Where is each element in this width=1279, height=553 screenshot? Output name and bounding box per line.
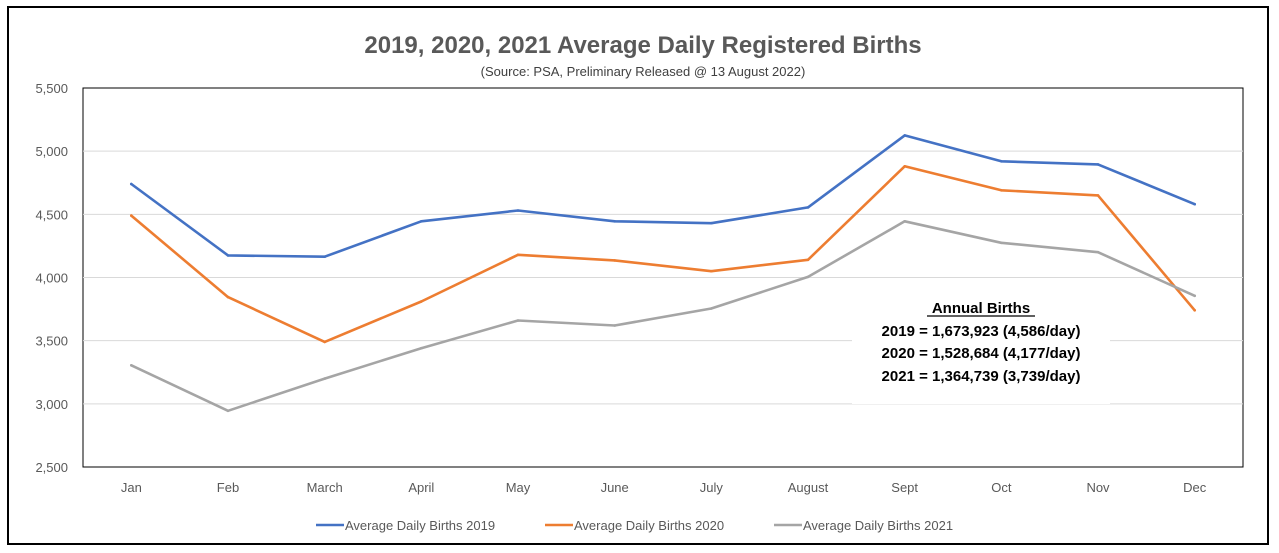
x-tick-label: August [788,480,829,495]
legend-label: Average Daily Births 2021 [803,518,953,533]
y-tick-label: 4,500 [35,207,68,222]
data-point [516,209,520,212]
data-point [1193,294,1196,298]
x-tick-label: Feb [217,480,239,495]
y-tick-label: 5,000 [35,144,68,159]
chart-subtitle: (Source: PSA, Preliminary Released @ 13 … [481,64,806,79]
data-point [1193,309,1196,312]
y-axis-tick-labels: 2,500 3,000 3,500 4,000 4,500 5,000 5,500 [35,81,68,475]
annotation-line-2021: 2021 = 1,364,739 (3,739/day) [882,368,1081,385]
data-point [1096,163,1100,166]
series-lines [130,134,1196,413]
x-tick-label: Oct [991,480,1012,495]
data-point [806,275,810,279]
data-point [903,220,906,223]
legend-label: Average Daily Births 2020 [574,518,724,533]
data-point [323,377,327,380]
data-point [903,134,906,137]
annotation-line-2019: 2019 = 1,673,923 (4,586/day) [882,323,1081,340]
data-point [130,214,133,217]
data-point [806,258,810,262]
annual-births-annotation: Annual Births 2019 = 1,673,923 (4,586/da… [852,292,1110,404]
data-point [226,409,230,413]
annotation-heading: Annual Births [932,300,1030,317]
x-tick-label: Nov [1086,480,1110,495]
data-point [516,253,520,257]
y-tick-label: 3,500 [35,334,68,349]
chart-title: 2019, 2020, 2021 Average Daily Registere… [364,32,921,59]
data-point [323,340,327,344]
x-tick-label: April [408,480,434,495]
x-tick-label: Sept [891,480,918,495]
data-point [613,324,616,327]
chart-frame [7,6,1269,545]
data-point [613,259,616,262]
data-point [226,295,230,299]
data-point [903,165,906,168]
annotation-background [852,292,1110,404]
y-tick-label: 3,000 [35,397,68,412]
y-tick-label: 2,500 [35,460,68,475]
data-point [710,307,713,310]
y-tick-label: 4,000 [35,271,68,286]
data-point [226,254,230,257]
series-line-3 [130,220,1196,413]
series-line-1 [130,134,1196,259]
data-point [710,221,713,225]
x-tick-label: June [601,480,629,495]
data-point [1096,250,1100,254]
data-point [613,220,616,223]
x-tick-label: Dec [1183,480,1207,495]
data-point [1193,202,1196,206]
annotation-line-2020: 2020 = 1,528,684 (4,177/day) [882,345,1081,362]
data-point [516,319,520,322]
x-tick-label: Jan [121,480,142,495]
series-line-2 [130,165,1196,344]
data-point [420,220,423,223]
legend: Average Daily Births 2019 Average Daily B… [316,518,953,533]
x-tick-label: March [307,480,343,495]
data-point [420,300,423,303]
data-point [1000,189,1003,192]
y-tick-label: 5,500 [35,81,68,96]
data-point [710,269,713,273]
data-point [130,364,133,367]
data-point [420,346,423,350]
data-point [1000,241,1003,245]
x-axis-tick-labels: Jan Feb March April May June July August Sept Oct… [121,480,1207,495]
legend-label: Average Daily Births 2019 [345,518,495,533]
data-point [806,206,810,209]
x-tick-label: July [700,480,724,495]
x-tick-label: May [506,480,531,495]
data-point [1000,160,1003,163]
data-point [323,255,327,258]
data-point [1096,194,1100,197]
data-point [130,182,133,186]
